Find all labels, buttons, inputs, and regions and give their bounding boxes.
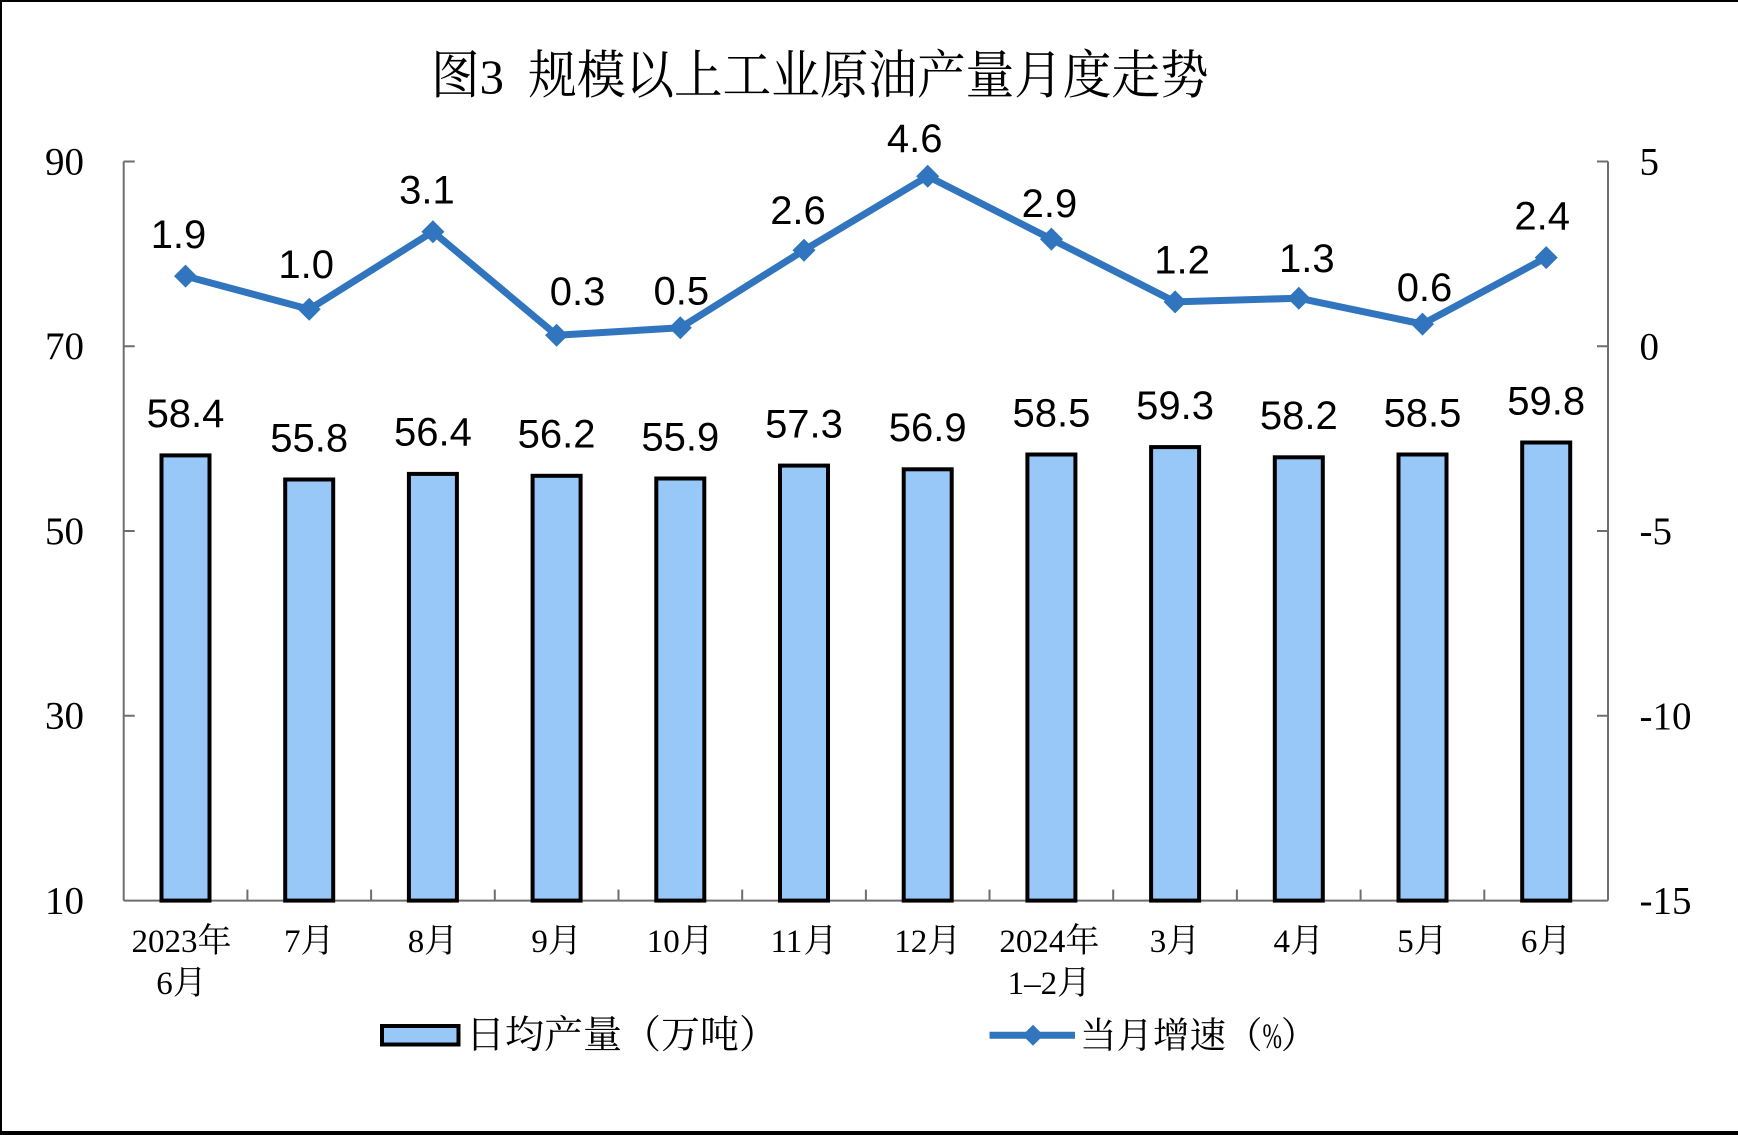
svg-text:0: 0 (1640, 325, 1660, 368)
svg-text:-15: -15 (1640, 880, 1692, 923)
svg-text:7: 7 (284, 924, 301, 960)
svg-text:1.3: 1.3 (1279, 237, 1335, 281)
svg-text:56.2: 56.2 (518, 413, 596, 457)
svg-text:50: 50 (45, 510, 84, 553)
svg-text:58.2: 58.2 (1260, 394, 1338, 438)
svg-text:2.4: 2.4 (1514, 194, 1570, 238)
svg-text:58.5: 58.5 (1384, 391, 1462, 435)
svg-text:9: 9 (531, 924, 548, 960)
svg-text:1.2: 1.2 (1154, 239, 1210, 283)
svg-text:5: 5 (1397, 924, 1414, 960)
svg-text:59.8: 59.8 (1507, 379, 1585, 423)
svg-text:-10: -10 (1640, 695, 1692, 738)
svg-text:10: 10 (45, 879, 84, 922)
svg-text:10: 10 (647, 924, 680, 960)
svg-text:8: 8 (408, 924, 425, 960)
svg-text:30: 30 (45, 695, 84, 738)
svg-text:1–2: 1–2 (1008, 966, 1058, 1002)
svg-text:1.0: 1.0 (278, 243, 334, 287)
svg-text:4: 4 (1274, 924, 1291, 960)
svg-text:4.6: 4.6 (887, 117, 943, 161)
svg-text:0.5: 0.5 (653, 270, 709, 314)
svg-text:2024: 2024 (999, 924, 1065, 960)
svg-text:58.5: 58.5 (1012, 391, 1090, 435)
svg-text:55.8: 55.8 (270, 416, 348, 460)
svg-text:3: 3 (1150, 924, 1167, 960)
svg-text:57.3: 57.3 (765, 402, 843, 446)
svg-text:0.3: 0.3 (550, 270, 606, 314)
svg-text:55.9: 55.9 (641, 415, 719, 459)
svg-text:11: 11 (771, 924, 803, 960)
svg-text:%: % (1263, 1016, 1282, 1056)
svg-text:6: 6 (156, 966, 173, 1002)
svg-text:6: 6 (1521, 924, 1538, 960)
svg-text:2023: 2023 (132, 924, 198, 960)
svg-text:56.9: 56.9 (889, 406, 967, 450)
svg-text:58.4: 58.4 (147, 392, 225, 436)
svg-text:70: 70 (45, 325, 84, 368)
svg-text:2.6: 2.6 (770, 189, 826, 233)
svg-text:5: 5 (1640, 141, 1660, 184)
svg-text:-5: -5 (1640, 510, 1673, 553)
svg-text:90: 90 (45, 140, 84, 183)
svg-text:12: 12 (894, 924, 927, 960)
svg-text:2.9: 2.9 (1022, 182, 1078, 226)
svg-text:3.1: 3.1 (399, 169, 455, 213)
svg-text:56.4: 56.4 (394, 411, 472, 455)
svg-text:3: 3 (480, 50, 504, 104)
svg-text:0.6: 0.6 (1397, 266, 1453, 310)
svg-text:59.3: 59.3 (1136, 384, 1214, 428)
svg-text:1.9: 1.9 (151, 213, 207, 257)
